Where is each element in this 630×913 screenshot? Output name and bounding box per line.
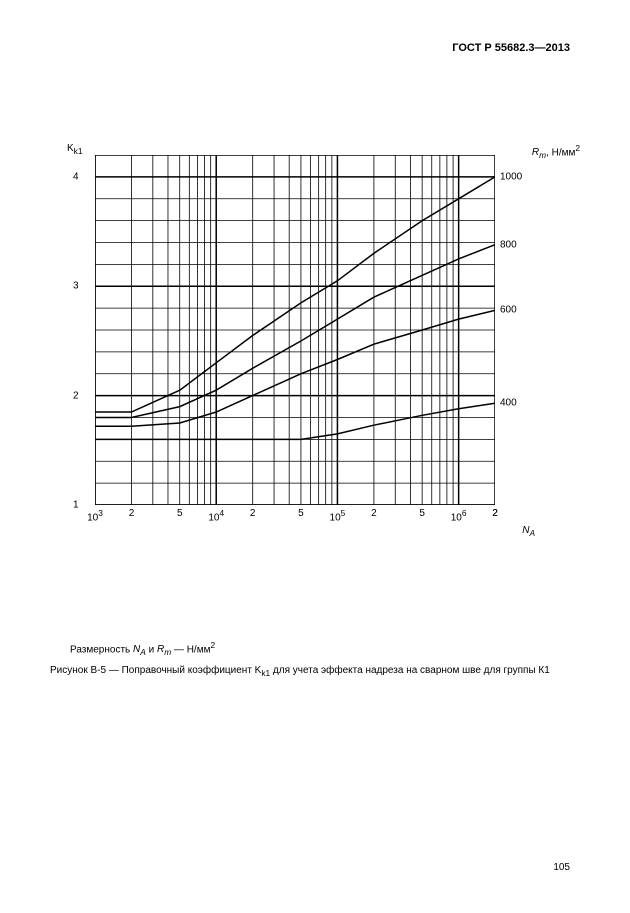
y-tick-label: 1 — [73, 500, 79, 511]
x-axis-title: NA — [522, 525, 535, 538]
x-tick-label: 5 — [177, 508, 183, 519]
x-tick-label: 5 — [419, 508, 425, 519]
x-tick-label: 2 — [129, 508, 135, 519]
x-tick-label: 2 — [492, 508, 498, 519]
document-header: ГОСТ Р 55682.3—2013 — [452, 42, 570, 54]
dimension-note: Размерность NA и Rm — Н/мм2 — [70, 640, 215, 657]
line-chart — [95, 155, 495, 505]
series-label: 400 — [500, 398, 517, 409]
page-number: 105 — [553, 862, 570, 873]
series-line — [95, 245, 495, 418]
x-tick-label: 2 — [371, 508, 377, 519]
y-tick-label: 3 — [73, 281, 79, 292]
x-tick-label: 2 — [250, 508, 256, 519]
x-tick-label: 103 — [87, 508, 103, 523]
x-tick-label: 104 — [208, 508, 224, 523]
series-label: 800 — [500, 239, 517, 250]
y-tick-label: 4 — [73, 171, 79, 182]
series-line — [95, 310, 495, 426]
figure-caption: Рисунок В-5 — Поправочный коэффициент Kk… — [50, 665, 580, 678]
series-label: 600 — [500, 305, 517, 316]
series-line — [95, 403, 495, 439]
x-tick-label: 105 — [330, 508, 346, 523]
chart-container: Kk1 Rm, Н/мм2 NA 1234 103251042510525106… — [95, 155, 525, 555]
x-tick-label: 5 — [298, 508, 304, 519]
series-axis-title: Rm, Н/мм2 — [532, 143, 580, 160]
series-label: 1000 — [500, 171, 522, 182]
x-tick-label: 106 — [451, 508, 467, 523]
y-axis-title: Kk1 — [67, 143, 82, 156]
y-tick-label: 2 — [73, 390, 79, 401]
